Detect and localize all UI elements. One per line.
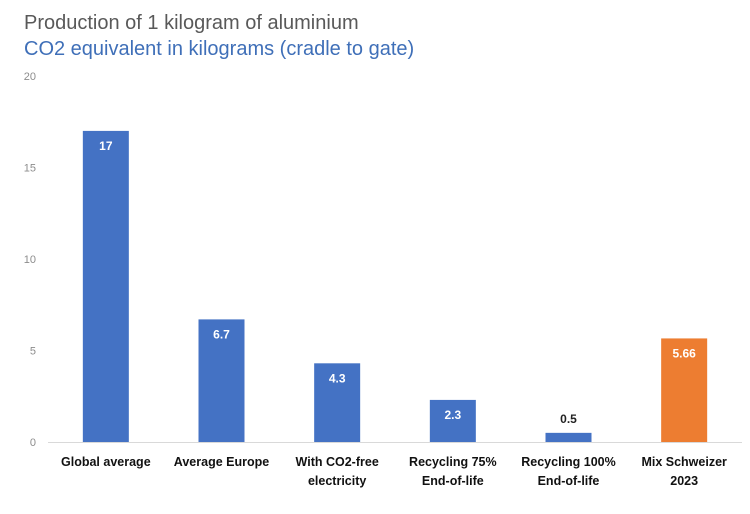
x-category-label: Global average <box>61 455 151 469</box>
chart-title: Production of 1 kilogram of aluminium <box>24 12 359 34</box>
chart-subtitle: CO2 equivalent in kilograms (cradle to g… <box>24 38 415 60</box>
y-tick-label: 5 <box>30 346 36 358</box>
bar-value-label: 17 <box>99 139 113 153</box>
bar <box>314 363 361 442</box>
x-category-label-line: Average Europe <box>174 455 269 469</box>
bar-value-label: 2.3 <box>444 408 461 422</box>
bar-value-label: 4.3 <box>329 371 346 385</box>
bar <box>545 432 592 442</box>
x-category-label: Recycling 75% End-of-life <box>409 455 497 488</box>
x-category-label: With CO2-free electricity <box>296 455 379 488</box>
bar-value-label: 0.5 <box>560 412 577 426</box>
x-category-label: Mix Schweizer 2023 <box>641 455 727 488</box>
bar <box>82 130 129 442</box>
x-category-label-line: End-of-life <box>422 474 484 488</box>
y-tick-label: 15 <box>24 163 36 175</box>
x-category-label-line: With CO2-free <box>296 455 379 469</box>
bar <box>429 399 476 442</box>
x-category-label-line: Recycling 75% <box>409 455 497 469</box>
y-tick-label: 20 <box>24 71 36 83</box>
bar <box>661 338 708 442</box>
x-category-label-line: Recycling 100% <box>521 455 616 469</box>
bar-value-label: 5.66 <box>672 346 696 360</box>
x-category-label-line: Global average <box>61 455 151 469</box>
y-tick-label: 0 <box>30 437 36 449</box>
bar <box>198 319 245 442</box>
x-category-label-line: End-of-life <box>538 474 600 488</box>
x-category-label-line: 2023 <box>670 474 698 488</box>
y-tick-label: 10 <box>24 254 36 266</box>
x-category-label: Recycling 100% End-of-life <box>521 455 616 488</box>
x-category-label-line: Mix Schweizer <box>641 455 727 469</box>
x-category-label-line: electricity <box>308 474 366 488</box>
x-category-label: Average Europe <box>174 455 269 469</box>
bar-value-label: 6.7 <box>213 327 230 341</box>
